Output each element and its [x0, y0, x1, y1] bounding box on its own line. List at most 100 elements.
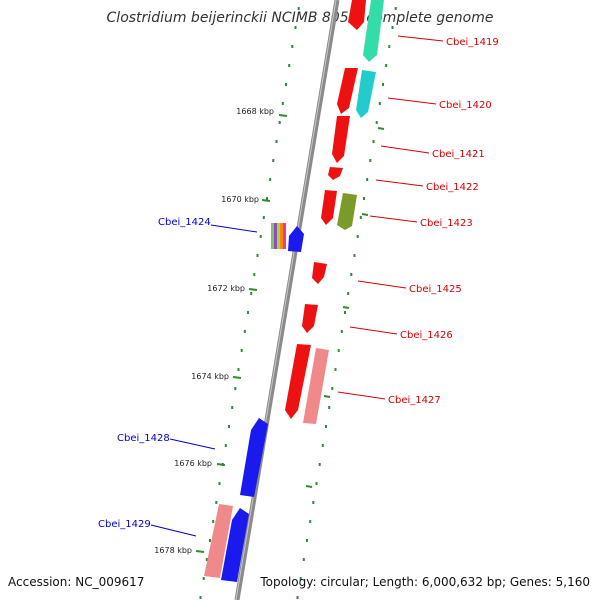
track-dot [281, 102, 284, 105]
gene-label[interactable]: Cbei_1426 [400, 330, 453, 341]
track-dot [378, 102, 381, 105]
gene-box-purple[interactable] [274, 223, 277, 249]
gene-label[interactable]: Cbei_1428 [117, 433, 170, 444]
gene-box-green[interactable] [271, 223, 274, 249]
track-dot [202, 577, 205, 580]
track-dot [391, 26, 394, 29]
leader-line [150, 524, 197, 537]
track-dot [359, 216, 362, 219]
track-dot [250, 292, 253, 295]
track-dot [294, 26, 297, 29]
gene-label[interactable]: Cbei_1423 [420, 218, 473, 229]
gene-label[interactable]: Cbei_1420 [439, 100, 492, 111]
genome-backbone [234, 0, 340, 600]
leader-line [380, 145, 430, 154]
leader-line [369, 215, 418, 223]
leader-line [169, 438, 216, 450]
track-dot [353, 254, 356, 257]
scale-tick [248, 288, 258, 291]
track-dot [209, 539, 211, 542]
track-dot [224, 444, 227, 447]
gene-arrow-red[interactable] [332, 116, 350, 163]
track-dot [321, 444, 324, 447]
tick-label: 1668 kbp [236, 107, 274, 116]
scale-tick [342, 306, 350, 309]
track-dot [205, 558, 208, 561]
track-dot [215, 501, 218, 504]
gene-arrow-red[interactable] [302, 304, 318, 333]
track-dot [312, 501, 315, 504]
gene-box-orange[interactable] [280, 223, 283, 249]
track-dot [199, 596, 202, 599]
track-dot [372, 140, 375, 143]
track-dot [240, 349, 243, 352]
tick-label: 1674 kbp [191, 372, 229, 381]
track-dot [334, 368, 337, 371]
leader-line [357, 280, 407, 289]
leader-line [349, 326, 398, 335]
gene-arrow-red[interactable] [285, 344, 311, 419]
gene-arrow-blue[interactable] [288, 226, 304, 252]
gene-arrow-pink[interactable] [303, 348, 329, 424]
gene-arrow-pink[interactable] [204, 504, 233, 578]
track-dot [347, 292, 350, 295]
gene-arrow-blue[interactable] [240, 418, 268, 497]
track-dot [272, 159, 275, 162]
gene-arrow-red[interactable] [348, 0, 366, 30]
track-dot [262, 216, 265, 219]
tick-label: 1670 kbp [221, 195, 259, 204]
track-dot [288, 64, 291, 67]
gene-label[interactable]: Cbei_1424 [158, 217, 211, 228]
gene-box-magenta[interactable] [283, 223, 286, 249]
track-dot [299, 577, 302, 580]
leader-line [397, 35, 444, 42]
gene-label[interactable]: Cbei_1429 [98, 519, 151, 530]
gene-label[interactable]: Cbei_1425 [409, 284, 462, 295]
tick-label: 1672 kbp [207, 284, 245, 293]
gene-arrow-aqua[interactable] [363, 0, 384, 62]
track-dot [278, 121, 281, 124]
gene-arrow-red[interactable] [312, 262, 327, 284]
gene-label[interactable]: Cbei_1422 [426, 182, 479, 193]
track-dot [309, 520, 312, 523]
track-dot [315, 482, 318, 485]
track-dot [375, 121, 378, 124]
track-dot [266, 197, 268, 200]
track-dot [306, 539, 308, 542]
leader-line [387, 97, 437, 105]
scale-tick [261, 199, 271, 202]
gene-box-lightgreen[interactable] [277, 223, 280, 249]
track-dot [302, 558, 305, 561]
gene-label[interactable]: Cbei_1419 [446, 37, 499, 48]
gene-arrow-red[interactable] [321, 190, 337, 225]
track-dot [297, 7, 300, 10]
track-dot [344, 311, 346, 314]
track-dot [275, 140, 278, 143]
gene-arrow-blue[interactable] [221, 508, 249, 582]
track-dot [285, 83, 287, 86]
accession-label: Accession: NC_009617 [8, 575, 144, 589]
scale-tick [323, 395, 331, 398]
track-dot [328, 406, 331, 409]
gene-label[interactable]: Cbei_1421 [432, 149, 485, 160]
gene-arrow-cyan[interactable] [356, 70, 376, 118]
track-dot [243, 330, 246, 333]
track-dot [291, 45, 294, 48]
track-dot [247, 311, 249, 314]
gene-arrow-red[interactable] [328, 167, 343, 180]
gene-labels: Cbei_1419 Cbei_1420 Cbei_1421 Cbei_1422 … [98, 37, 499, 530]
scale-tick [232, 376, 242, 379]
gene-arrow-olive[interactable] [337, 193, 357, 230]
scale-tick [361, 213, 369, 216]
track-dot [388, 45, 391, 48]
track-dot [394, 7, 397, 10]
leader-line [375, 179, 424, 187]
tick-label: 1676 kbp [174, 459, 212, 468]
track-dot [231, 406, 234, 409]
gene-leader-lines [150, 35, 444, 537]
scale-tick [278, 114, 288, 117]
track-dot [363, 197, 365, 200]
gene-label[interactable]: Cbei_1427 [388, 395, 441, 406]
gene-arrow-red[interactable] [337, 68, 358, 114]
track-dot [366, 178, 369, 181]
